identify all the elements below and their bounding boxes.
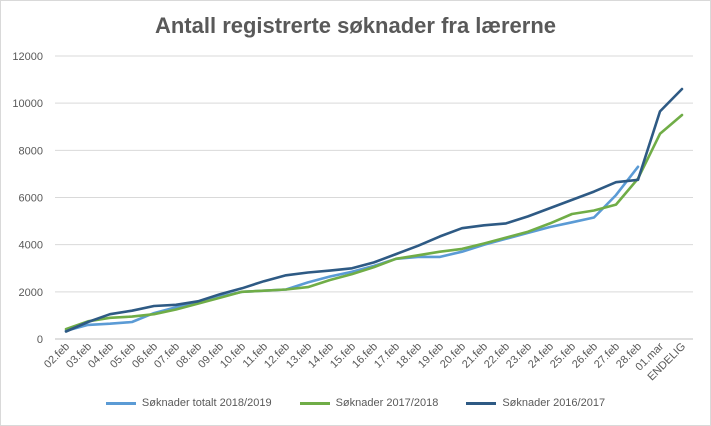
legend-swatch	[466, 401, 497, 405]
chart-legend: Søknader totalt 2018/2019 Søknader 2017/2…	[1, 397, 710, 409]
series-line	[64, 165, 640, 333]
y-tick-label: 0	[37, 334, 43, 346]
y-tick-label: 12000	[12, 51, 43, 63]
chart-title: Antall registrerte søknader fra lærerne	[154, 13, 557, 38]
y-tick-label: 2000	[19, 287, 43, 299]
legend-label: Søknader totalt 2018/2019	[141, 397, 272, 409]
legend-swatch	[105, 401, 136, 405]
y-tick-label: 8000	[19, 145, 43, 157]
y-tick-label: 4000	[19, 240, 43, 252]
legend-label: Søknader 2017/2018	[335, 397, 439, 409]
legend-swatch	[299, 401, 330, 405]
legend-item: Søknader totalt 2018/2019	[105, 397, 272, 409]
y-tick-label: 6000	[19, 193, 43, 205]
legend-item: Søknader 2016/2017	[466, 397, 605, 409]
legend-label: Søknader 2016/2017	[502, 397, 606, 409]
series-line	[64, 113, 684, 331]
x-tick-label: 10.feb	[218, 341, 248, 371]
y-tick-label: 10000	[12, 98, 43, 110]
series-line	[64, 87, 684, 333]
legend-item: Søknader 2017/2018	[299, 397, 439, 409]
